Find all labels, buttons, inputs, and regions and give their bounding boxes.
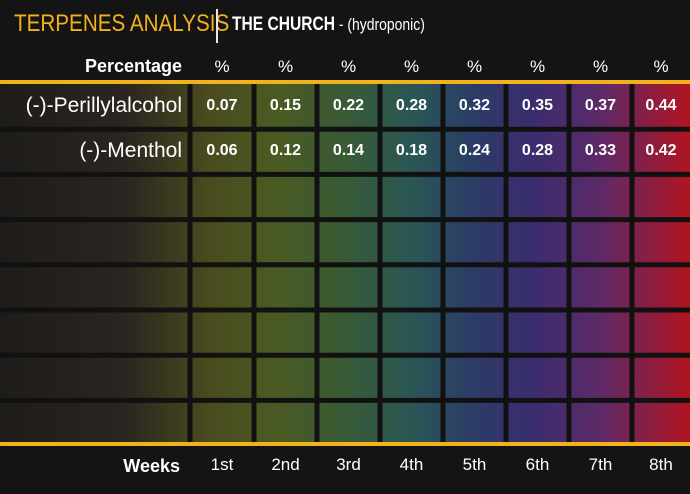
- data-cell: 0.28: [395, 97, 428, 114]
- unit-header: %: [529, 57, 546, 76]
- unit-header: %: [592, 57, 609, 76]
- data-cell: 0.18: [395, 142, 428, 160]
- data-cell: 0.07: [206, 97, 238, 114]
- week-label: 7th: [588, 455, 613, 474]
- title-separator: [216, 9, 218, 43]
- series-label: (-)-Menthol: [79, 139, 182, 163]
- chart-title: TERPENES ANALYSIS: [14, 10, 230, 37]
- data-cell: 0.42: [645, 142, 677, 160]
- bottom-rule: [0, 442, 690, 446]
- unit-header: %: [340, 57, 357, 76]
- data-cell: 0.14: [332, 142, 365, 160]
- strain-name: THE CHURCH: [232, 14, 335, 35]
- chart-subtitle: THE CHURCH - (hydroponic): [232, 14, 425, 36]
- week-label: 1st: [210, 455, 234, 474]
- growing-method: - (hydroponic): [334, 15, 425, 34]
- week-label: 4th: [399, 455, 424, 474]
- data-cell: 0.35: [521, 97, 554, 114]
- top-rule: [0, 80, 690, 84]
- row-header-weeks: Weeks: [123, 456, 180, 476]
- unit-header: %: [403, 57, 420, 76]
- data-cell: 0.32: [458, 97, 491, 114]
- data-cell: 0.06: [206, 142, 238, 160]
- unit-header: %: [214, 57, 230, 76]
- week-label: 2nd: [271, 455, 300, 474]
- week-label: 8th: [649, 455, 673, 474]
- unit-header: %: [653, 57, 669, 76]
- data-cell: 0.28: [521, 142, 554, 160]
- data-cell: 0.33: [584, 142, 617, 160]
- row-header-percentage: Percentage: [84, 56, 182, 76]
- data-cell: 0.24: [458, 142, 491, 160]
- data-cell: 0.12: [269, 142, 302, 160]
- week-label: 5th: [462, 455, 487, 474]
- data-cell: 0.15: [269, 97, 302, 114]
- data-cell: 0.44: [645, 97, 677, 114]
- unit-header: %: [466, 57, 483, 76]
- data-cell: 0.22: [332, 97, 365, 114]
- series-label: (-)-Perillylalcohol: [25, 94, 182, 117]
- data-cell: 0.37: [584, 97, 617, 114]
- header: TERPENES ANALYSIS THE CHURCH - (hydropon…: [0, 0, 690, 52]
- week-label: 6th: [525, 455, 550, 474]
- unit-header: %: [277, 57, 294, 76]
- week-label: 3rd: [336, 455, 361, 474]
